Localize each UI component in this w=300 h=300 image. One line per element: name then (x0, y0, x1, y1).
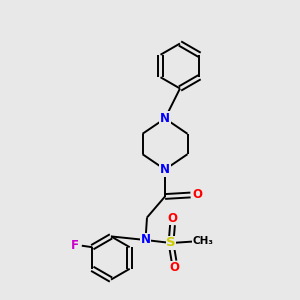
Text: O: O (169, 261, 179, 274)
Text: N: N (160, 112, 170, 125)
Text: O: O (167, 212, 178, 225)
Text: CH₃: CH₃ (193, 236, 214, 247)
Text: N: N (140, 233, 151, 247)
Text: O: O (192, 188, 202, 202)
Text: S: S (166, 236, 176, 250)
Text: F: F (71, 239, 79, 252)
Text: N: N (160, 163, 170, 176)
